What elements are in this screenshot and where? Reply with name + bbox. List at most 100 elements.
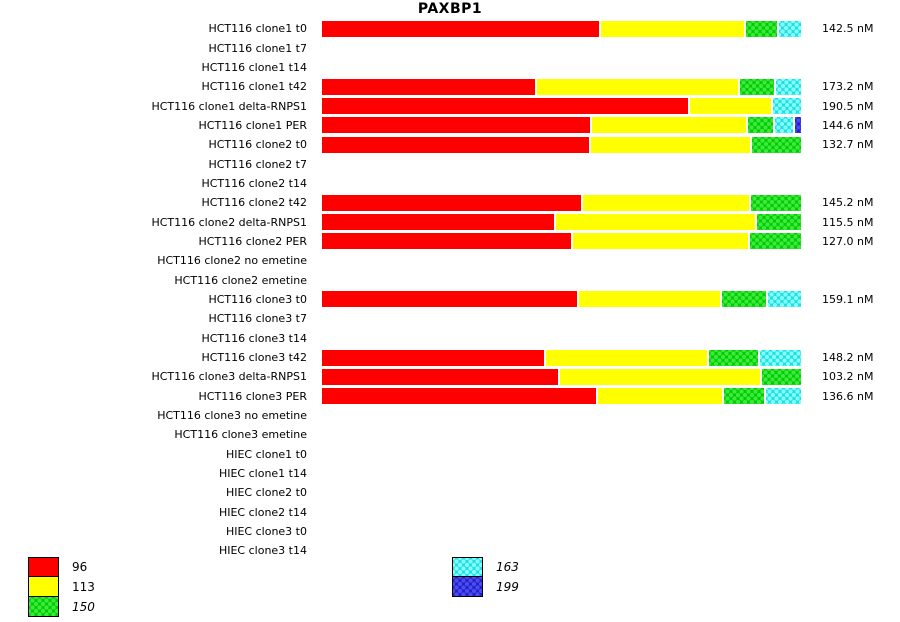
- chart-row: HCT116 clone2 t14: [0, 174, 900, 193]
- chart-row: HCT116 clone3 t42 148.2 nM: [0, 348, 900, 367]
- category-label: HIEC clone2 t0: [225, 486, 307, 500]
- chart-row: HCT116 clone3 PER 136.6 nM: [0, 387, 900, 406]
- bar-segment-163: [767, 291, 801, 308]
- bar-track: [322, 156, 801, 172]
- legend-item-113: 113: [28, 576, 95, 597]
- bar-total-label: 136.6 nM: [822, 389, 874, 403]
- chart-row: HIEC clone2 t0: [0, 483, 900, 502]
- category-label: HCT116 clone1 PER: [198, 118, 307, 132]
- chart-row: HCT116 clone3 t7: [0, 309, 900, 328]
- bar-track: [322, 408, 801, 424]
- bar-segment-163: [766, 388, 801, 405]
- bar-segment-96: [322, 98, 689, 115]
- legend-label: 150: [72, 600, 95, 614]
- bar-track: [322, 543, 801, 559]
- bar-track: [322, 349, 801, 366]
- bar-track: [322, 253, 801, 269]
- bar-track: [322, 194, 801, 211]
- category-label: HCT116 clone3 PER: [198, 389, 307, 403]
- bar-track: [322, 388, 801, 405]
- bar-segment-163: [773, 98, 801, 115]
- bar-segment-96: [322, 78, 536, 95]
- legend-swatch-96: [28, 557, 59, 577]
- bar-track: [322, 504, 801, 520]
- bar-track: [322, 311, 801, 327]
- bar-track: [322, 136, 801, 153]
- chart-row: HCT116 clone1 t42 173.2 nM: [0, 77, 900, 96]
- chart-row: HIEC clone1 t0: [0, 445, 900, 464]
- legend-swatch-113: [28, 576, 59, 597]
- bar-track: [322, 59, 801, 75]
- category-label: HCT116 clone2 t14: [201, 176, 307, 190]
- bar-segment-113: [573, 233, 748, 250]
- chart-row: HIEC clone2 t14: [0, 503, 900, 522]
- bar-segment-96: [322, 368, 559, 385]
- bar-segment-150: [747, 117, 774, 134]
- bar-segment-113: [555, 214, 755, 231]
- bar-track: [322, 524, 801, 540]
- bar-track: [322, 291, 801, 308]
- bar-track: [322, 98, 801, 115]
- bar-total-label: 142.5 nM: [822, 22, 874, 36]
- bar-segment-150: [709, 349, 759, 366]
- category-label: HCT116 clone1 t42: [201, 80, 307, 94]
- chart-row: HCT116 clone1 PER 144.6 nM: [0, 116, 900, 135]
- bar-segment-199: [794, 117, 801, 134]
- category-label: HCT116 clone2 t42: [201, 196, 307, 210]
- bar-track: [322, 214, 801, 231]
- bar-segment-113: [591, 136, 751, 153]
- category-label: HIEC clone1 t14: [218, 467, 307, 481]
- chart-row: HCT116 clone2 t7: [0, 154, 900, 173]
- category-label: HIEC clone1 t0: [225, 447, 307, 461]
- bar-segment-113: [579, 291, 721, 308]
- category-label: HCT116 clone2 no emetine: [157, 254, 307, 268]
- bar-segment-113: [537, 78, 738, 95]
- bar-segment-96: [322, 349, 545, 366]
- legend-label: 113: [72, 580, 95, 594]
- chart-title: PAXBP1: [417, 1, 483, 17]
- bar-total-label: 190.5 nM: [822, 99, 874, 113]
- bar-total-label: 132.7 nM: [822, 138, 874, 152]
- legend-swatch-199: [452, 576, 483, 597]
- category-label: HIEC clone3 t0: [225, 525, 307, 539]
- legend-label: 199: [496, 580, 519, 594]
- bar-segment-96: [322, 214, 554, 231]
- chart-row: HIEC clone3 t0: [0, 522, 900, 541]
- bar-rows-area: HCT116 clone1 t0 142.5 nM HCT116 clone1 t7…: [0, 19, 900, 561]
- bar-segment-96: [322, 291, 578, 308]
- bar-segment-150: [749, 233, 801, 250]
- category-label: HCT116 clone1 t0: [208, 22, 307, 36]
- category-label: HCT116 clone2 delta-RNPS1: [151, 215, 307, 229]
- chart-row: HCT116 clone1 delta-RNPS1 190.5 nM: [0, 96, 900, 115]
- chart-row: HIEC clone1 t14: [0, 464, 900, 483]
- chart-row: HCT116 clone2 delta-RNPS1 115.5 nM: [0, 212, 900, 231]
- bar-track: [322, 466, 801, 482]
- chart-row: HCT116 clone1 t7: [0, 38, 900, 57]
- bar-total-label: 144.6 nM: [822, 118, 874, 132]
- bar-segment-150: [746, 20, 778, 37]
- chart-row: HCT116 clone2 emetine: [0, 270, 900, 289]
- category-label: HCT116 clone1 delta-RNPS1: [151, 99, 307, 113]
- category-label: HCT116 clone1 t14: [201, 60, 307, 74]
- legend-swatch-163: [452, 557, 483, 577]
- bar-total-label: 145.2 nM: [822, 196, 874, 210]
- bar-track: [322, 175, 801, 191]
- category-label: HCT116 clone3 t7: [208, 312, 307, 326]
- bar-total-label: 115.5 nM: [822, 215, 874, 229]
- bar-segment-96: [322, 194, 582, 211]
- chart-row: HCT116 clone3 emetine: [0, 425, 900, 444]
- category-label: HIEC clone3 t14: [218, 544, 307, 558]
- bar-segment-113: [583, 194, 750, 211]
- bar-track: [322, 368, 801, 385]
- legend-swatch-150: [28, 596, 59, 617]
- legend-item-163: 163: [452, 557, 519, 577]
- legend-item-199: 199: [452, 576, 519, 597]
- bar-segment-113: [560, 368, 761, 385]
- bar-track: [322, 233, 801, 250]
- bar-track: [322, 20, 801, 37]
- bar-track: [322, 40, 801, 56]
- bar-segment-150: [722, 291, 766, 308]
- bar-track: [322, 117, 801, 134]
- bar-segment-150: [756, 214, 801, 231]
